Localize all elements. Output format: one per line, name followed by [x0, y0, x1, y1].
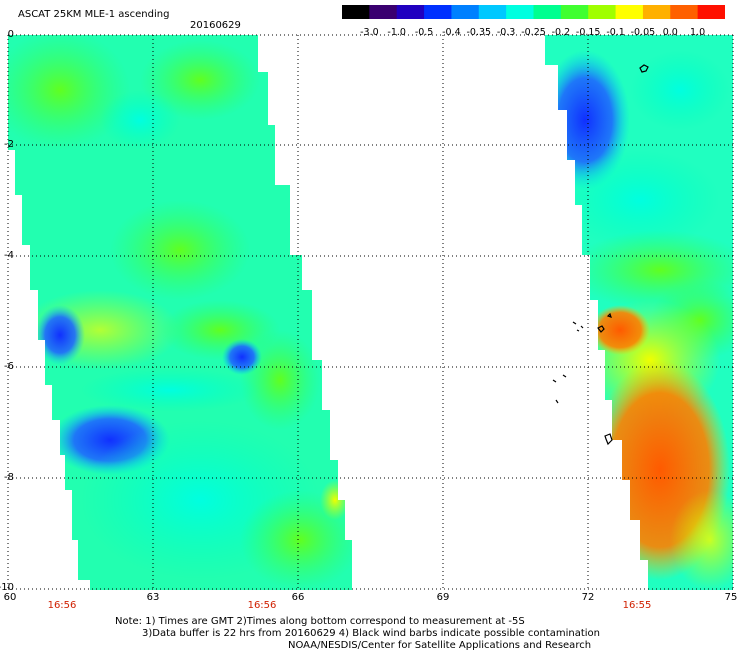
- time-label: 16:56: [247, 600, 277, 611]
- lat-label: -8: [4, 472, 14, 483]
- coastline: [552, 64, 649, 446]
- lat-lon-grid: [7, 34, 734, 590]
- colorbar-segment: [369, 5, 398, 19]
- note-line-3: NOAA/NESDIS/Center for Satellite Applica…: [288, 640, 592, 651]
- colorbar-segment: [560, 5, 589, 19]
- colorbar-segment: [697, 5, 725, 19]
- colorbar-segment: [451, 5, 480, 19]
- lon-label: 66: [291, 592, 305, 603]
- colorbar-segment: [670, 5, 699, 19]
- colorbar-tick-label: 1.0: [690, 27, 706, 38]
- lat-label: -10: [0, 582, 14, 593]
- colorbar-tick-label: -0.2: [551, 27, 571, 38]
- lat-label: -2: [4, 139, 14, 150]
- colorbar-tick-label: -0.5: [414, 27, 434, 38]
- note-line-2: 3)Data buffer is 22 hrs from 20160629 4)…: [142, 628, 600, 639]
- colorbar-tick-label: -0.05: [630, 27, 656, 38]
- colorbar-tick-label: -3.0: [360, 27, 379, 38]
- lon-label: 63: [146, 592, 160, 603]
- lon-label: 72: [581, 592, 595, 603]
- colorbar-segment: [396, 5, 425, 19]
- lon-label: 69: [436, 592, 450, 603]
- lat-label: -4: [4, 250, 14, 261]
- colorbar-tick-label: -0.35: [466, 27, 492, 38]
- colorbar-tick-label: -0.25: [521, 27, 546, 38]
- colorbar-tick-label: -0.1: [606, 27, 625, 38]
- colorbar-tick-label: -0.4: [442, 27, 461, 38]
- colorbar-segment: [615, 5, 644, 19]
- plot-date: 20160629: [190, 20, 241, 31]
- lon-label: 75: [724, 592, 738, 603]
- colorbar-tick-label: -0.15: [575, 27, 601, 38]
- colorbar-segment: [342, 5, 370, 19]
- plot-title: ASCAT 25KM MLE-1 ascending: [18, 9, 170, 20]
- time-label: 16:55: [622, 600, 652, 611]
- colorbar-segment: [506, 5, 535, 19]
- colorbar-segment: [424, 5, 453, 19]
- colorbar-tick-label: 0.0: [662, 27, 678, 38]
- colorbar-tick-label: -0.3: [496, 27, 516, 38]
- time-label: 16:56: [47, 600, 77, 611]
- colorbar: [342, 5, 725, 19]
- colorbar-segment: [642, 5, 671, 19]
- lat-label: 0: [7, 29, 14, 40]
- lat-label: -6: [4, 361, 14, 372]
- colorbar-segment: [478, 5, 507, 19]
- note-line-1: Note: 1) Times are GMT 2)Times along bot…: [115, 616, 525, 627]
- lon-label: 60: [3, 592, 17, 603]
- colorbar-tick-label: -1.0: [387, 27, 406, 38]
- colorbar-segment: [588, 5, 617, 19]
- colorbar-segment: [533, 5, 562, 19]
